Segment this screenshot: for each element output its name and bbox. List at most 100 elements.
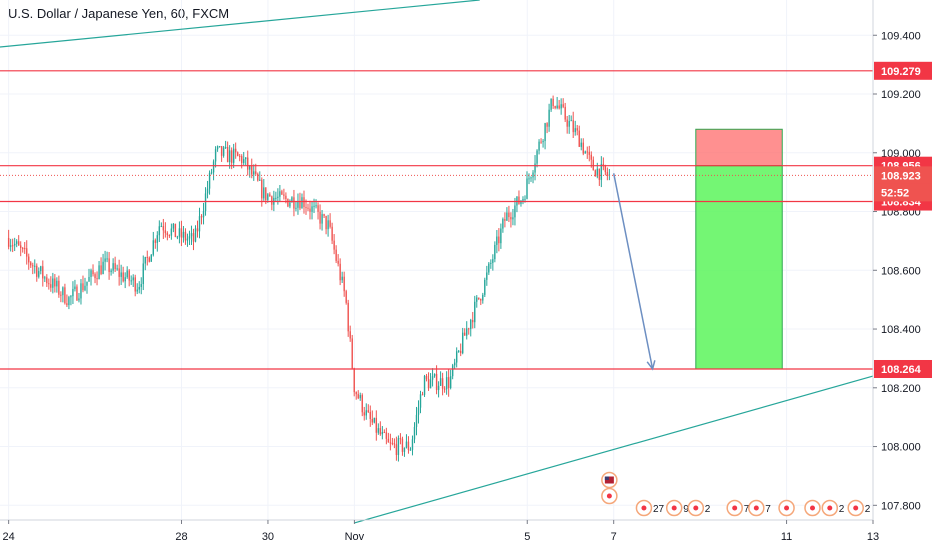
- us-flag-icon: [604, 476, 614, 484]
- candle: [413, 426, 416, 440]
- candle: [30, 262, 32, 266]
- candle: [433, 373, 436, 377]
- candle: [582, 142, 584, 154]
- candle: [62, 287, 64, 296]
- candle: [357, 394, 359, 399]
- event-count: 9: [683, 504, 689, 515]
- event-dot-icon: [827, 505, 833, 511]
- arrow-head: [646, 360, 656, 371]
- candle: [24, 248, 26, 250]
- candle: [534, 163, 536, 173]
- candle: [261, 179, 263, 199]
- candle: [405, 441, 408, 448]
- candle: [520, 200, 522, 204]
- candle: [323, 214, 325, 216]
- candle: [120, 272, 122, 277]
- candle: [144, 256, 146, 264]
- event-dot-icon: [809, 505, 815, 511]
- candle: [263, 187, 265, 199]
- candle: [375, 417, 378, 433]
- candle: [162, 226, 165, 231]
- candle: [210, 172, 213, 174]
- candle: [218, 146, 221, 148]
- short-position-tool: [695, 128, 783, 370]
- candle: [94, 274, 96, 279]
- candle: [64, 287, 66, 304]
- projection-arrow: [612, 173, 656, 371]
- candle: [7, 237, 10, 247]
- candle: [482, 294, 484, 301]
- candle: [522, 198, 524, 201]
- candle: [576, 128, 578, 131]
- candle: [548, 109, 550, 127]
- candle: [40, 266, 42, 272]
- candle: [319, 211, 321, 224]
- candle: [508, 212, 510, 218]
- candle: [134, 277, 136, 292]
- candle: [60, 294, 62, 296]
- candle: [265, 187, 267, 200]
- candle: [560, 104, 562, 109]
- candle: [102, 261, 104, 274]
- candle: [468, 328, 470, 330]
- candle: [528, 178, 530, 180]
- candle: [606, 172, 609, 176]
- candle: [592, 159, 594, 171]
- candle: [486, 272, 488, 280]
- candle: [347, 302, 349, 332]
- event-count: 7: [765, 504, 771, 515]
- candle: [325, 215, 327, 230]
- candle: [142, 263, 144, 285]
- candle: [72, 289, 74, 297]
- candle: [38, 271, 40, 277]
- candle: [150, 254, 152, 262]
- candle: [200, 216, 203, 218]
- candle: [13, 243, 16, 246]
- price-tick-label: 108.200: [881, 383, 921, 395]
- candle: [196, 228, 199, 232]
- candle: [267, 194, 269, 200]
- candle: [407, 441, 410, 450]
- candle: [570, 120, 572, 122]
- candle: [335, 249, 337, 261]
- candle: [506, 212, 508, 221]
- event-dot-icon: [641, 505, 647, 511]
- candle: [291, 197, 293, 203]
- candle: [257, 173, 259, 181]
- candle: [118, 268, 120, 277]
- candle: [596, 168, 599, 177]
- candle: [484, 279, 486, 295]
- event-dot-icon: [606, 493, 612, 499]
- candle: [56, 280, 58, 287]
- candle: [214, 149, 217, 162]
- candle: [451, 365, 454, 377]
- candle: [367, 410, 369, 412]
- price-level-tag: 109.279: [881, 66, 921, 78]
- candle: [92, 270, 94, 275]
- candle: [512, 217, 514, 220]
- candle: [317, 205, 319, 212]
- bar-countdown-tag-bg: [874, 183, 932, 202]
- candle: [457, 350, 460, 352]
- candle: [293, 197, 295, 209]
- time-tick-label: 30: [262, 531, 274, 543]
- candle: [435, 373, 438, 391]
- candle: [82, 283, 84, 291]
- candle: [455, 351, 458, 363]
- time-tick-label: 28: [175, 531, 187, 543]
- candle: [234, 148, 237, 153]
- candle: [42, 266, 44, 279]
- candle: [578, 130, 580, 147]
- event-dot-icon: [753, 505, 759, 511]
- candle: [295, 207, 297, 209]
- candle: [52, 278, 54, 288]
- event-dot-icon: [671, 505, 677, 511]
- candle: [496, 236, 498, 245]
- event-count: 7: [744, 504, 750, 515]
- candle: [568, 120, 570, 127]
- candle: [524, 198, 526, 200]
- candle: [9, 245, 12, 247]
- candle: [558, 105, 560, 109]
